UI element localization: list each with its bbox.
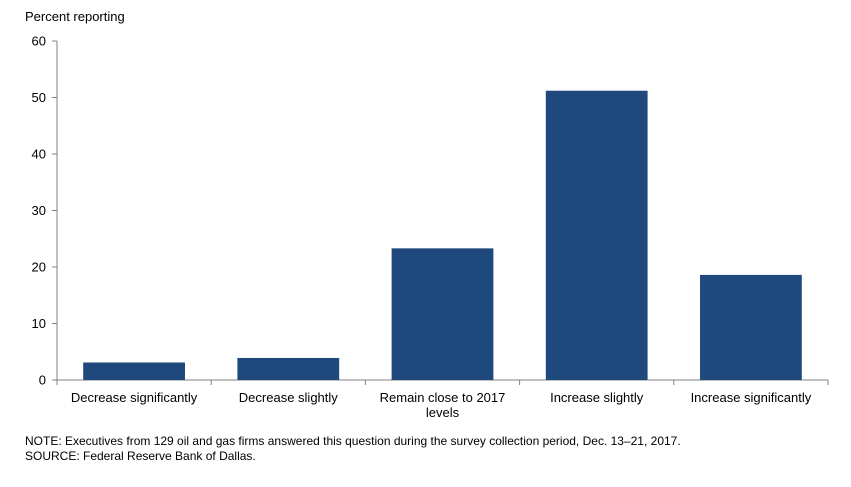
y-tick-label: 40 [32, 147, 46, 162]
y-tick-labels: 0 10 20 30 40 50 60 [32, 34, 46, 388]
y-tick-label: 60 [32, 34, 46, 49]
x-tick-label: Decrease slightly [239, 390, 338, 405]
x-tick-labels: Decrease significantly Decrease slightly R… [71, 390, 812, 420]
y-tick-label: 0 [39, 373, 46, 388]
x-tick-label: Remain close to 2017 levels [380, 390, 506, 420]
bars [83, 90, 802, 380]
x-tick-label: Increase slightly [550, 390, 644, 405]
y-tick-label: 50 [32, 90, 46, 105]
y-tick-label: 20 [32, 260, 46, 275]
y-tick-label: 10 [32, 316, 46, 331]
x-tick-label: Decrease significantly [71, 390, 198, 405]
source-text: SOURCE: Federal Reserve Bank of Dallas. [25, 449, 256, 463]
bar [545, 90, 648, 380]
note-text: NOTE: Executives from 129 oil and gas fi… [25, 434, 681, 448]
bar [391, 248, 494, 380]
y-tick-label: 30 [32, 203, 46, 218]
bar [700, 274, 802, 380]
x-tick-label: Increase significantly [691, 390, 812, 405]
bar [83, 362, 185, 380]
y-axis-label: Percent reporting [25, 9, 125, 24]
bar [237, 357, 340, 380]
footnotes: NOTE: Executives from 129 oil and gas fi… [25, 434, 681, 464]
